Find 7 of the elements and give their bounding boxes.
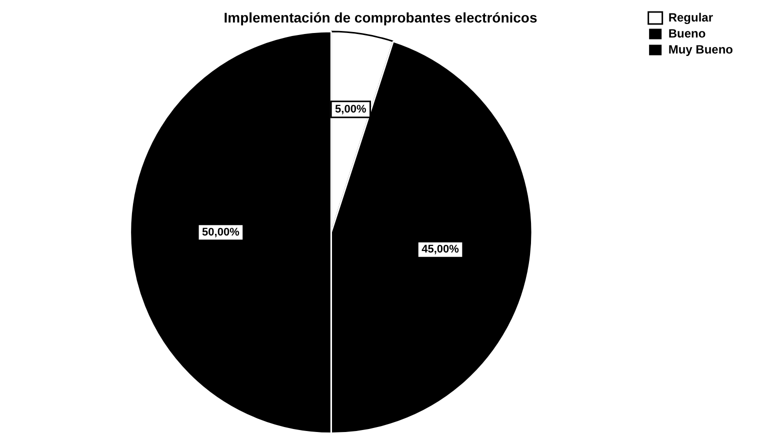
legend-label: Regular [668,10,714,24]
legend-label: Bueno [668,26,706,40]
data-label: 45,00% [422,244,460,256]
chart-title: Implementación de comprobantes electrónicos [224,9,538,26]
data-label: 50,00% [202,226,240,238]
legend-label: Muy Bueno [668,42,734,56]
data-label: 5,00% [335,103,366,116]
